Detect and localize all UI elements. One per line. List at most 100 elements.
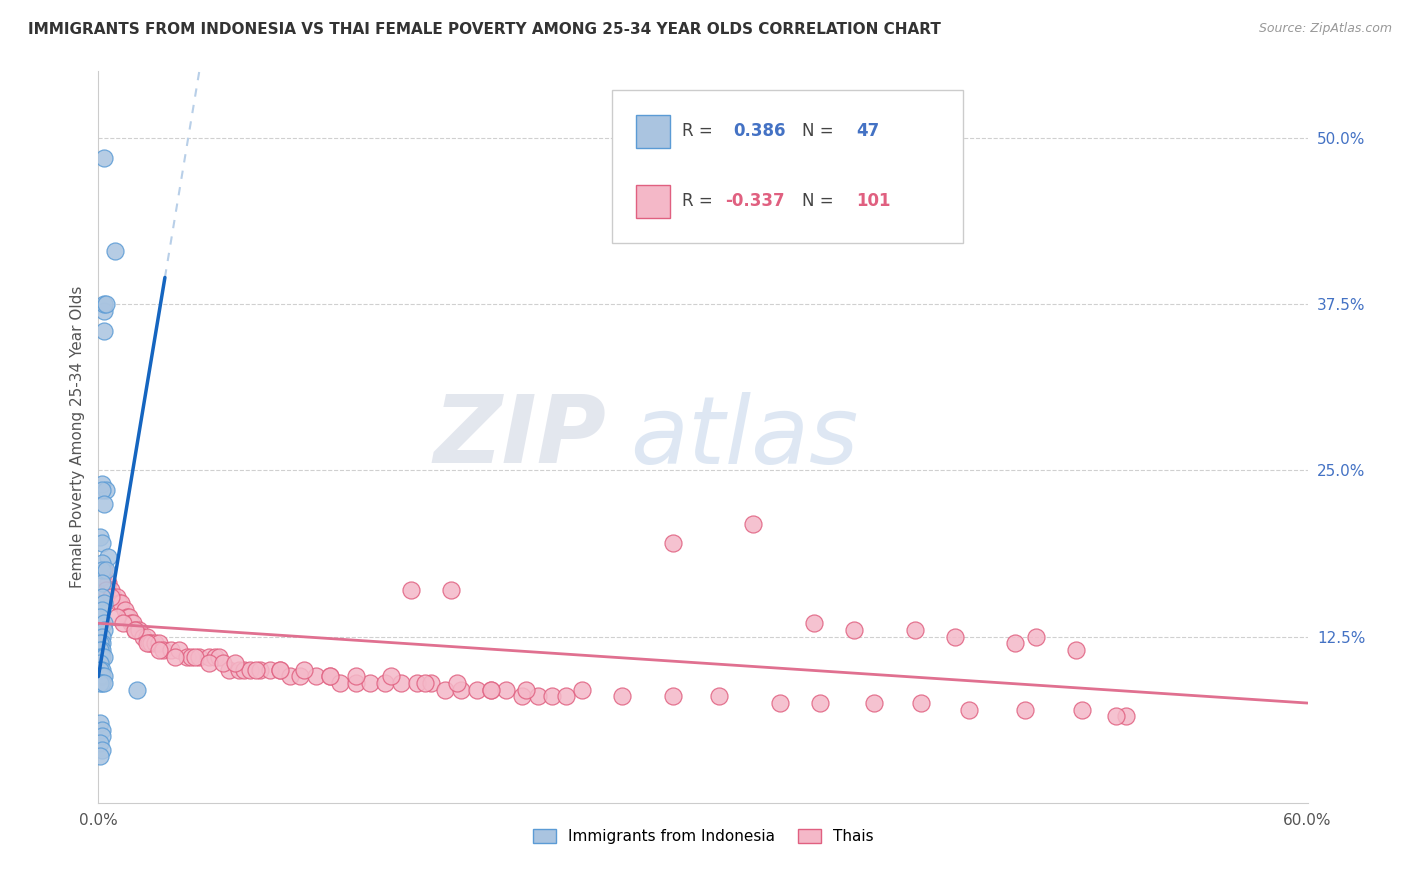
Point bbox=[1105, 709, 1128, 723]
Point bbox=[96, 582, 118, 597]
Point bbox=[344, 669, 367, 683]
Point bbox=[93, 497, 115, 511]
Point bbox=[125, 682, 148, 697]
Point bbox=[188, 649, 211, 664]
Point bbox=[844, 623, 866, 637]
Point bbox=[135, 636, 157, 650]
Point bbox=[555, 690, 578, 704]
Point bbox=[111, 616, 134, 631]
Point bbox=[344, 676, 367, 690]
Point bbox=[1025, 630, 1047, 644]
Point bbox=[97, 549, 120, 564]
Point bbox=[96, 297, 118, 311]
FancyBboxPatch shape bbox=[613, 90, 963, 244]
Text: 0.386: 0.386 bbox=[734, 122, 786, 140]
Point bbox=[115, 609, 138, 624]
Point bbox=[139, 636, 162, 650]
Point bbox=[420, 676, 443, 690]
Point bbox=[208, 649, 231, 664]
Point bbox=[440, 582, 463, 597]
Point bbox=[1115, 709, 1137, 723]
Point bbox=[198, 649, 221, 664]
Text: -0.337: -0.337 bbox=[724, 192, 785, 210]
Point bbox=[292, 663, 315, 677]
Point bbox=[224, 656, 246, 670]
Point bbox=[91, 603, 114, 617]
Point bbox=[228, 663, 250, 677]
Point bbox=[1070, 703, 1092, 717]
Point bbox=[91, 636, 114, 650]
Point bbox=[91, 536, 114, 550]
FancyBboxPatch shape bbox=[637, 115, 671, 148]
Text: N =: N = bbox=[803, 192, 839, 210]
Point bbox=[93, 616, 115, 631]
Point bbox=[163, 649, 186, 664]
Point bbox=[100, 590, 122, 604]
Point bbox=[100, 582, 122, 597]
Point bbox=[91, 630, 114, 644]
Point bbox=[259, 663, 281, 677]
Point bbox=[450, 682, 472, 697]
Point bbox=[742, 516, 765, 531]
Point bbox=[91, 563, 114, 577]
Point bbox=[91, 570, 114, 584]
Point bbox=[245, 663, 267, 677]
Point bbox=[319, 669, 342, 683]
Point bbox=[249, 663, 271, 677]
Point bbox=[103, 244, 125, 258]
Point bbox=[515, 682, 537, 697]
Point bbox=[510, 690, 533, 704]
Legend: Immigrants from Indonesia, Thais: Immigrants from Indonesia, Thais bbox=[526, 822, 880, 850]
Point bbox=[93, 649, 115, 664]
Point bbox=[540, 690, 562, 704]
Point bbox=[143, 636, 166, 650]
Point bbox=[661, 690, 683, 704]
Point bbox=[212, 656, 235, 670]
Point bbox=[863, 696, 886, 710]
Point bbox=[93, 324, 115, 338]
Text: R =: R = bbox=[682, 192, 718, 210]
Point bbox=[768, 696, 790, 710]
Point bbox=[89, 649, 111, 664]
Point bbox=[138, 636, 160, 650]
Point bbox=[89, 663, 111, 677]
Point bbox=[380, 669, 402, 683]
Point bbox=[148, 643, 170, 657]
Point bbox=[413, 676, 436, 690]
Point bbox=[135, 630, 157, 644]
Point bbox=[121, 616, 143, 631]
Point bbox=[399, 582, 422, 597]
Point bbox=[176, 649, 198, 664]
Point bbox=[91, 643, 114, 657]
Point bbox=[101, 590, 124, 604]
Point bbox=[89, 656, 111, 670]
Point bbox=[374, 676, 396, 690]
Point bbox=[91, 663, 114, 677]
Point bbox=[89, 716, 111, 731]
Point bbox=[495, 682, 517, 697]
Point bbox=[91, 676, 114, 690]
Point bbox=[96, 563, 118, 577]
Point bbox=[89, 643, 111, 657]
Point bbox=[91, 669, 114, 683]
Point bbox=[1014, 703, 1036, 717]
Point bbox=[446, 676, 468, 690]
Point bbox=[93, 669, 115, 683]
Point bbox=[105, 609, 128, 624]
Point bbox=[184, 649, 207, 664]
Point bbox=[239, 663, 262, 677]
Point bbox=[93, 151, 115, 165]
Point bbox=[198, 656, 221, 670]
Point bbox=[389, 676, 412, 690]
Point bbox=[110, 596, 132, 610]
Point bbox=[481, 682, 503, 697]
Point bbox=[319, 669, 342, 683]
Point bbox=[329, 676, 352, 690]
Point bbox=[96, 483, 118, 498]
Point bbox=[120, 616, 142, 631]
Point bbox=[93, 297, 115, 311]
FancyBboxPatch shape bbox=[637, 185, 671, 218]
Y-axis label: Female Poverty Among 25-34 Year Olds: Female Poverty Among 25-34 Year Olds bbox=[69, 286, 84, 588]
Text: R =: R = bbox=[682, 122, 718, 140]
Text: N =: N = bbox=[803, 122, 839, 140]
